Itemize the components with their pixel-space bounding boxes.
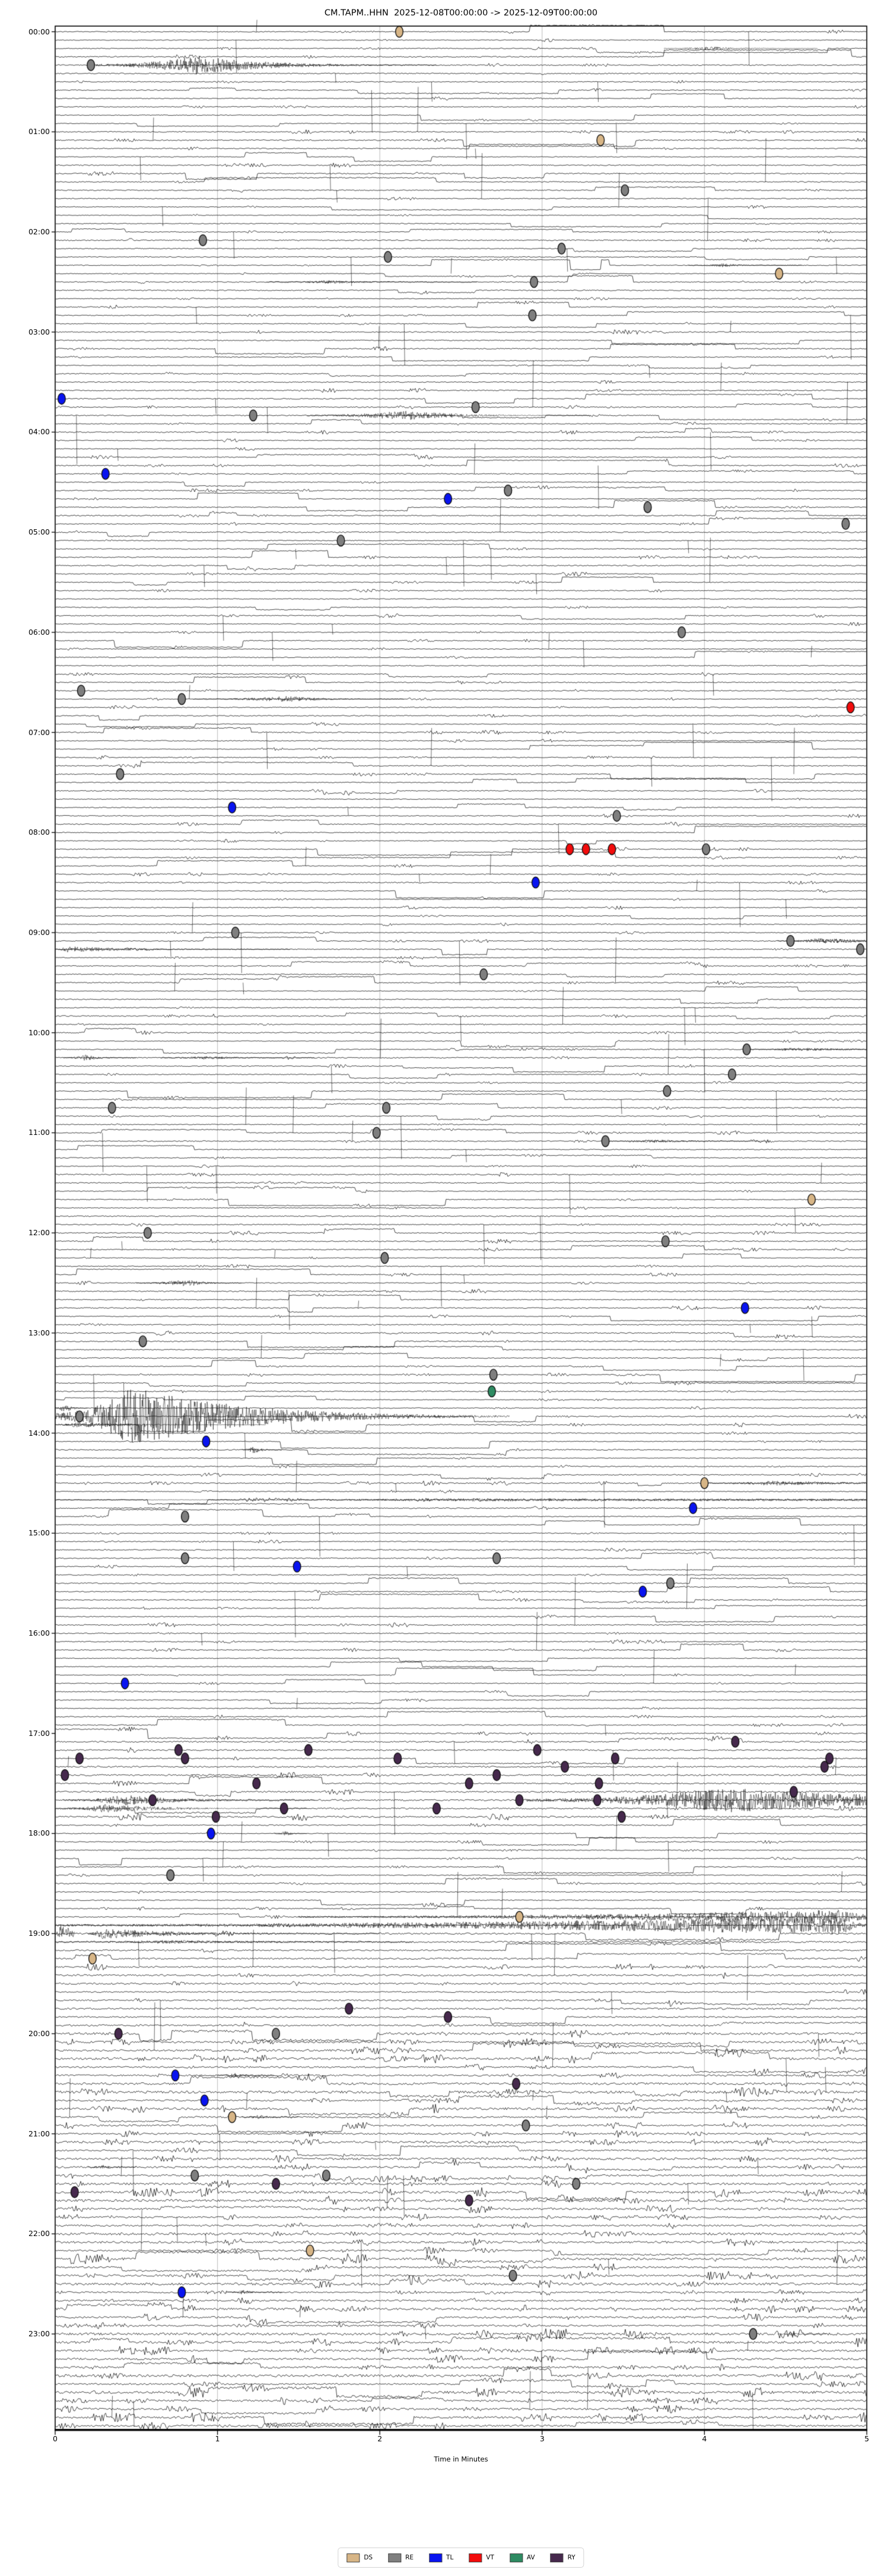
x-tick-label: 4	[702, 2434, 707, 2443]
hour-label: 19:00	[28, 1929, 50, 1938]
legend-swatch-ds	[346, 2553, 360, 2562]
legend-label: RE	[405, 2554, 414, 2561]
legend-item: RY	[550, 2553, 575, 2562]
legend: DS RE TL VT AV RY	[338, 2548, 584, 2568]
hour-label: 15:00	[28, 1528, 50, 1538]
hour-label: 22:00	[28, 2229, 50, 2238]
legend-label: RY	[567, 2554, 575, 2561]
hour-label: 17:00	[28, 1728, 50, 1738]
hour-label: 00:00	[28, 27, 50, 36]
legend-label: VT	[486, 2554, 494, 2561]
hour-label: 21:00	[28, 2129, 50, 2138]
hour-label: 14:00	[28, 1428, 50, 1438]
legend-label: TL	[446, 2554, 454, 2561]
hour-label: 18:00	[28, 1828, 50, 1838]
legend-label: AV	[526, 2554, 535, 2561]
hour-label: 09:00	[28, 927, 50, 937]
hour-label: 04:00	[28, 427, 50, 437]
legend-item: RE	[388, 2553, 414, 2562]
hour-label: 06:00	[28, 627, 50, 637]
hour-label: 13:00	[28, 1328, 50, 1337]
legend-swatch-tl	[429, 2553, 443, 2562]
hour-label: 03:00	[28, 327, 50, 336]
x-tick-label: 2	[377, 2434, 383, 2443]
legend-item: VT	[469, 2553, 494, 2562]
hour-label: 08:00	[28, 828, 50, 837]
legend-item: DS	[346, 2553, 373, 2562]
hour-label: 11:00	[28, 1128, 50, 1137]
hour-label: 05:00	[28, 527, 50, 537]
x-tick-label: 0	[53, 2434, 58, 2443]
x-tick-label: 1	[215, 2434, 220, 2443]
hour-label: 07:00	[28, 727, 50, 737]
x-tick-label: 5	[864, 2434, 869, 2443]
legend-swatch-re	[388, 2553, 402, 2562]
legend-item: AV	[509, 2553, 535, 2562]
legend-swatch-av	[509, 2553, 523, 2562]
legend-swatch-vt	[469, 2553, 482, 2562]
x-tick-label: 3	[539, 2434, 545, 2443]
hour-label: 01:00	[28, 127, 50, 136]
hour-label: 20:00	[28, 2028, 50, 2038]
hour-label: 10:00	[28, 1028, 50, 1037]
legend-swatch-ry	[550, 2553, 564, 2562]
hour-label: 12:00	[28, 1228, 50, 1238]
x-axis-label: Time in Minutes	[434, 2455, 488, 2463]
legend-label: DS	[364, 2554, 373, 2561]
legend-item: TL	[429, 2553, 453, 2562]
hour-label: 16:00	[28, 1629, 50, 1638]
hour-label: 02:00	[28, 227, 50, 236]
hour-label: 23:00	[28, 2329, 50, 2339]
